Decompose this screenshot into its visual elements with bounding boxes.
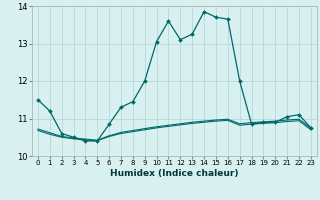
X-axis label: Humidex (Indice chaleur): Humidex (Indice chaleur) [110, 169, 239, 178]
